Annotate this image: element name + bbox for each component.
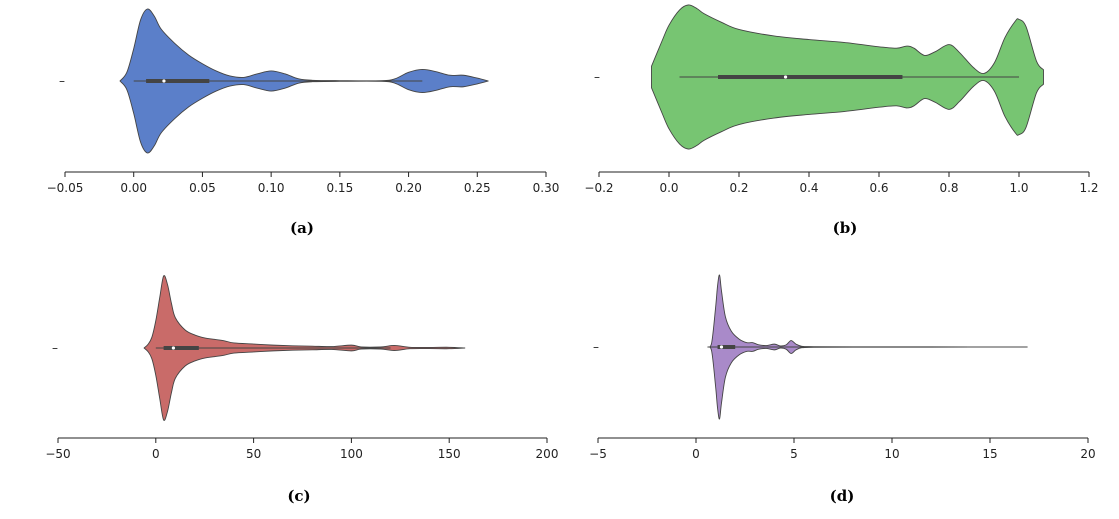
x-tick-label-a: 0.20 [395,181,422,195]
x-tick-label-b: 1.2 [1079,181,1098,195]
panel-label-b: (b) [833,219,858,237]
iqr-box-b [718,75,903,79]
x-tick-label-a: 0.10 [258,181,285,195]
panel-label-a: (a) [290,219,314,237]
iqr-box-d [717,345,736,349]
x-tick-label-a: 0.15 [326,181,353,195]
x-tick-label-c: −50 [45,447,70,461]
x-tick-label-d: 20 [1080,447,1095,461]
category-tick-b: – [594,70,600,84]
panel-label-c: (c) [287,487,310,505]
violin-panel-c: (c) – −50 0 50 100 150 200 [45,275,559,505]
violin-panel-b: (b) – −0.2 0.0 0.2 0.4 0.6 0.8 1.0 1.2 [584,4,1099,237]
x-tick-label-a: −0.05 [47,181,84,195]
x-tick-label-d: 15 [982,447,997,461]
x-tick-label-c: 200 [536,447,559,461]
category-tick-a: – [59,74,65,88]
x-tick-label-c: 0 [152,447,160,461]
x-tick-label-a: 0.00 [120,181,147,195]
x-tick-label-d: −5 [589,447,607,461]
x-tick-label-b: −0.2 [584,181,613,195]
panel-label-d: (d) [830,487,855,505]
category-tick-c: – [52,341,58,355]
x-tick-label-b: 0.8 [939,181,958,195]
x-tick-label-b: 0.6 [869,181,888,195]
category-tick-d: – [593,340,599,354]
x-tick-label-d: 0 [692,447,700,461]
x-tick-label-c: 50 [246,447,261,461]
x-tick-label-a: 0.05 [189,181,216,195]
x-tick-label-b: 0.0 [659,181,678,195]
x-tick-label-b: 0.2 [729,181,748,195]
violin-body-d [707,274,1028,420]
violin-panel-a: (a) – −0.05 0.00 0.05 0.10 0.15 0.20 0.25 0.30 [47,8,560,237]
x-tick-label-b: 0.4 [799,181,818,195]
x-tick-label-d: 10 [884,447,899,461]
x-tick-label-a: 0.25 [464,181,491,195]
iqr-box-c [163,346,199,350]
x-tick-label-c: 100 [340,447,363,461]
median-marker-c [171,346,176,350]
median-marker-d [719,345,724,349]
x-tick-label-d: 5 [790,447,798,461]
iqr-box-a [146,79,210,83]
median-marker-a [162,79,166,83]
median-marker-b [783,75,788,79]
x-tick-label-a: 0.30 [533,181,560,195]
x-tick-label-c: 150 [438,447,461,461]
violin-panel-d: (d) – −5 0 5 10 15 20 [589,274,1096,505]
x-tick-label-b: 1.0 [1009,181,1028,195]
